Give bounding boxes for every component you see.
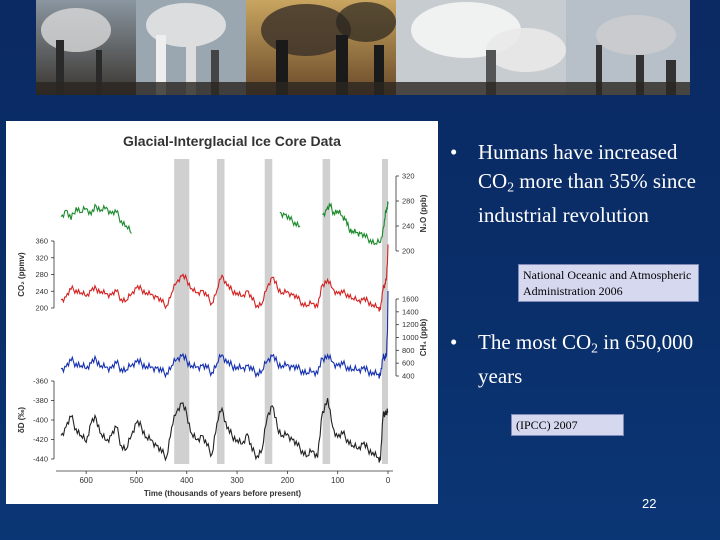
dD-series-line (60, 398, 389, 463)
x-tick-label: 400 (180, 476, 194, 485)
co2-tick-label: 320 (35, 253, 48, 262)
ch4-tick-label: 1400 (402, 307, 419, 316)
dD-tick-label: -420 (33, 435, 48, 444)
bullet-most-co2: • The most CO2 in 650,000 years (450, 328, 698, 391)
dD-tick-label: -400 (33, 416, 48, 425)
ch4-tick-label: 600 (402, 359, 415, 368)
n2o-tick-label: 200 (402, 247, 415, 256)
interglacial-band (174, 159, 190, 464)
citation-noaa: National Oceanic and Atmospheric Adminis… (518, 264, 699, 302)
ch4-axis-label: CH₄ (ppb) (419, 318, 428, 356)
interglacial-band (381, 159, 388, 464)
n2o-tick-label: 240 (402, 222, 415, 231)
bullet-co2-increase: • Humans have increased CO2 more than 35… (450, 138, 698, 230)
co2-axis-label: CO₂ (ppmv) (17, 252, 26, 297)
n2o-series-line (60, 203, 132, 234)
smokestack-photo-banner (36, 0, 690, 95)
bullet-dot-icon: • (450, 330, 458, 354)
co2-tick-label: 240 (35, 287, 48, 296)
ch4-tick-label: 400 (402, 372, 415, 381)
x-tick-label: 500 (130, 476, 144, 485)
chart-title: Glacial-Interglacial Ice Core Data (123, 133, 341, 149)
dD-tick-label: -360 (33, 377, 48, 386)
n2o-series-line (279, 211, 301, 228)
co2-tick-label: 360 (35, 237, 48, 246)
ch4-tick-label: 1600 (402, 295, 419, 304)
x-tick-label: 200 (281, 476, 295, 485)
dD-tick-label: -440 (33, 455, 48, 464)
dD-axis-label: δD (‰) (17, 407, 26, 434)
co2-tick-label: 280 (35, 270, 48, 279)
interglacial-band (216, 159, 225, 464)
bullet-dot-icon: • (450, 140, 458, 164)
ch4-tick-label: 800 (402, 346, 415, 355)
n2o-tick-label: 320 (402, 172, 415, 181)
n2o-tick-label: 280 (402, 197, 415, 206)
dD-tick-label: -380 (33, 396, 48, 405)
x-axis-label: Time (thousands of years before present) (144, 489, 302, 498)
smokestack-photo-icon (36, 0, 690, 95)
interglacial-band (264, 159, 273, 464)
co2-tick-label: 200 (35, 304, 48, 313)
bullet-text: Humans have increased CO2 more than 35% … (478, 140, 696, 228)
ice-core-chart-panel: Glacial-Interglacial Ice Core Data 320 28… (6, 121, 438, 504)
n2o-series-line (322, 201, 389, 246)
ice-core-chart: Glacial-Interglacial Ice Core Data 320 28… (17, 133, 428, 498)
bullet-text: The most CO2 in 650,000 years (478, 330, 694, 389)
ch4-tick-label: 1000 (402, 333, 419, 342)
slide-number: 22 (642, 496, 657, 511)
x-tick-label: 0 (386, 476, 391, 485)
x-tick-label: 300 (230, 476, 244, 485)
interglacial-band (322, 159, 331, 464)
x-tick-label: 100 (331, 476, 345, 485)
citation-ipcc: (IPCC) 2007 (511, 414, 624, 436)
co2-series-line (60, 244, 389, 312)
n2o-axis-label: N₂O (ppb) (419, 194, 428, 232)
ch4-series-line (60, 290, 389, 379)
x-tick-label: 600 (79, 476, 93, 485)
ch4-tick-label: 1200 (402, 320, 419, 329)
